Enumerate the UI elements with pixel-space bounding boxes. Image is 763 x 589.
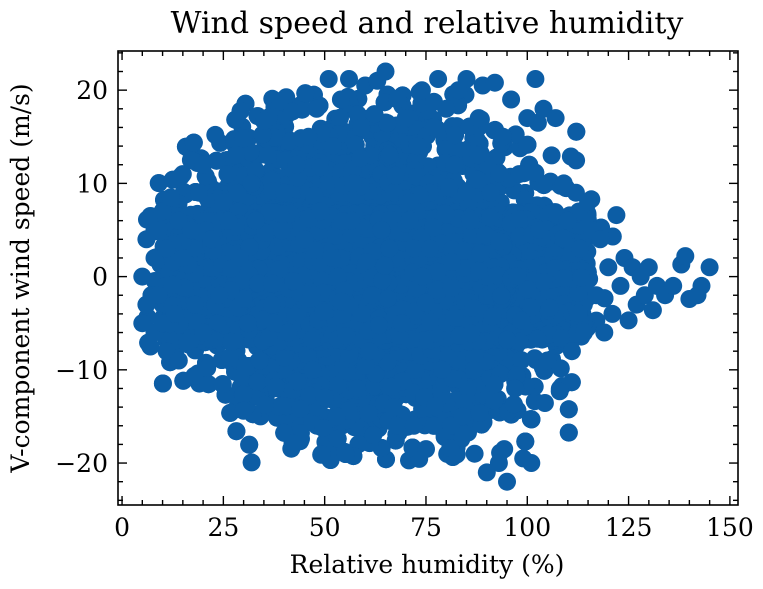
scatter-point	[199, 375, 218, 394]
scatter-point	[440, 178, 459, 197]
scatter-point	[465, 348, 484, 367]
scatter-points	[133, 62, 719, 491]
scatter-point	[468, 170, 487, 189]
scatter-point	[485, 391, 504, 410]
scatter-point	[231, 101, 250, 120]
scatter-point	[457, 183, 476, 201]
scatter-point	[490, 164, 509, 183]
scatter-point	[365, 105, 384, 124]
scatter-point	[213, 375, 232, 394]
scatter-point	[386, 166, 405, 185]
scatter-point	[382, 377, 401, 396]
scatter-point	[153, 374, 172, 393]
scatter-point	[227, 422, 246, 441]
scatter-point	[283, 434, 302, 452]
scatter-point	[234, 385, 253, 404]
scatter-point	[535, 394, 554, 412]
scatter-point	[534, 176, 553, 195]
scatter-point	[248, 373, 267, 391]
scatter-point	[288, 372, 307, 391]
scatter-point	[328, 429, 347, 448]
scatter-point	[236, 358, 255, 377]
scatter-point	[359, 404, 378, 423]
scatter-point	[567, 122, 586, 141]
scatter-point	[521, 410, 540, 429]
scatter-point	[240, 435, 259, 454]
scatter-point	[465, 361, 483, 380]
scatter-point	[561, 147, 580, 166]
scatter-point	[469, 146, 488, 165]
scatter-point	[387, 416, 406, 435]
scatter-point	[340, 345, 359, 364]
scatter-point	[356, 356, 375, 375]
scatter-point	[253, 125, 272, 144]
scatter-point	[241, 143, 260, 162]
scatter-point	[277, 397, 296, 416]
scatter-point	[220, 348, 239, 367]
scatter-point	[378, 114, 397, 133]
scatter-point	[551, 359, 570, 378]
scatter-point	[329, 376, 347, 395]
scatter-point	[559, 400, 578, 419]
scatter-point	[330, 108, 349, 127]
scatter-point	[314, 419, 333, 438]
scatter-point	[424, 416, 443, 435]
scatter-point	[184, 133, 203, 152]
scatter-point	[312, 445, 331, 464]
scatter-point	[426, 397, 444, 416]
scatter-point	[518, 135, 537, 154]
scatter-point	[448, 140, 467, 159]
scatter-point	[455, 394, 473, 412]
chart-title: Wind speed and relative humidity	[171, 6, 684, 41]
scatter-point	[403, 438, 422, 457]
scatter-point	[559, 423, 578, 442]
scatter-point	[512, 351, 531, 370]
scatter-point	[516, 432, 535, 451]
scatter-point	[242, 453, 261, 472]
scatter-point	[300, 386, 319, 405]
scatter-point	[149, 174, 168, 193]
scatter-point	[446, 126, 464, 145]
scatter-point	[485, 375, 504, 394]
scatter-point	[174, 371, 193, 390]
scatter-point	[406, 360, 425, 379]
scatter-point	[296, 84, 315, 103]
scatter-point	[256, 395, 275, 414]
scatter-point	[221, 403, 240, 422]
scatter-point	[228, 184, 247, 203]
scatter-point	[504, 395, 523, 414]
